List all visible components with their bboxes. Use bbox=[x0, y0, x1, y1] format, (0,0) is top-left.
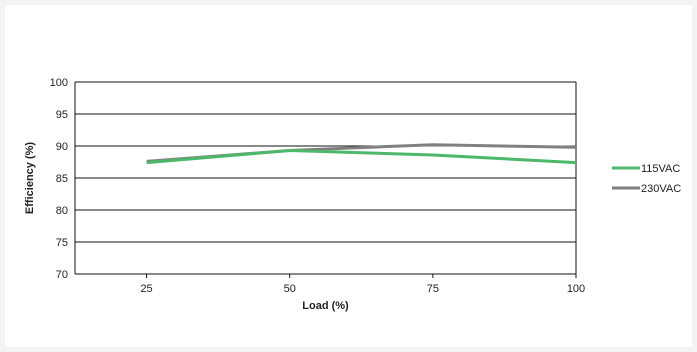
y-tick-85: 85 bbox=[56, 173, 68, 185]
legend-label-230vac: 230VAC bbox=[641, 183, 681, 195]
x-tick-100: 100 bbox=[567, 283, 585, 295]
y-tick-95: 95 bbox=[56, 109, 68, 121]
x-axis-label: Load (%) bbox=[302, 300, 349, 312]
x-tick-75: 75 bbox=[427, 283, 439, 295]
legend-label-115vac: 115VAC bbox=[641, 163, 680, 175]
data-series bbox=[146, 143, 577, 165]
series-line-115vac bbox=[146, 149, 577, 165]
y-tick-70: 70 bbox=[56, 269, 68, 281]
legend: 115VAC 230VAC bbox=[612, 163, 681, 195]
y-tick-75: 75 bbox=[56, 237, 68, 249]
y-tick-labels: 70 75 80 85 90 95 100 bbox=[50, 77, 68, 281]
y-tick-100: 100 bbox=[50, 77, 68, 89]
x-tick-labels: 25 50 75 100 bbox=[140, 274, 585, 295]
y-tick-90: 90 bbox=[56, 141, 68, 153]
y-tick-80: 80 bbox=[56, 205, 68, 217]
chart-panel bbox=[5, 5, 692, 347]
y-axis-label: Efficiency (%) bbox=[24, 142, 36, 214]
grid-lines bbox=[74, 81, 577, 275]
x-tick-25: 25 bbox=[140, 283, 152, 295]
x-tick-50: 50 bbox=[284, 283, 296, 295]
